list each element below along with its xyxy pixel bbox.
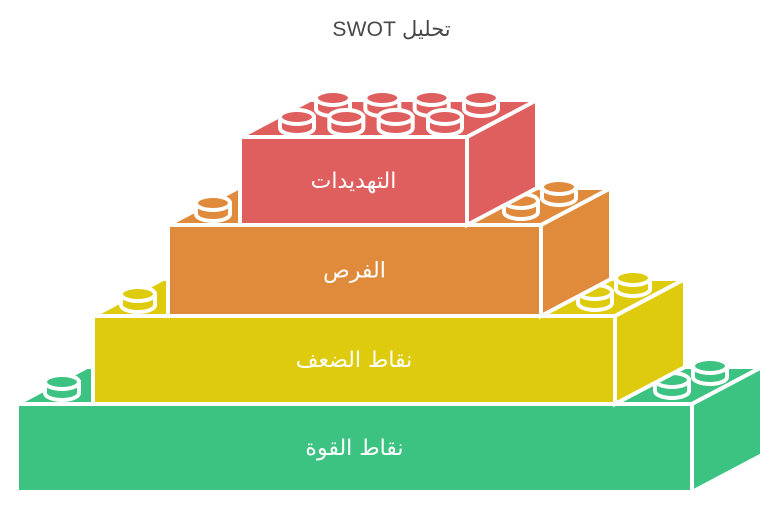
strengths-label: نقاط القوة [305, 436, 403, 461]
lego-stud [691, 357, 729, 386]
lego-stud [43, 373, 81, 402]
opportunities-label: الفرص [323, 259, 386, 284]
lego-stud [376, 108, 415, 137]
lego-stud [540, 178, 578, 207]
threats-front-face [238, 135, 469, 227]
lego-stud [327, 108, 366, 137]
lego-stud [653, 371, 691, 400]
weaknesses-label: نقاط الضعف [296, 348, 413, 373]
lego-stud [314, 89, 352, 118]
lego-stud [462, 89, 500, 118]
weaknesses-front-face [91, 314, 617, 406]
threats-label: التهديدات [311, 169, 397, 194]
lego-stud [614, 269, 652, 298]
brick-threats: التهديدات [238, 89, 539, 229]
lego-stud [426, 108, 464, 137]
lego-stud [119, 285, 157, 314]
diagram-title: تحليل SWOT [332, 18, 451, 41]
lego-stud [502, 192, 540, 221]
lego-stud [194, 194, 232, 223]
opportunities-front-face [166, 223, 543, 318]
lego-stud [278, 108, 316, 137]
